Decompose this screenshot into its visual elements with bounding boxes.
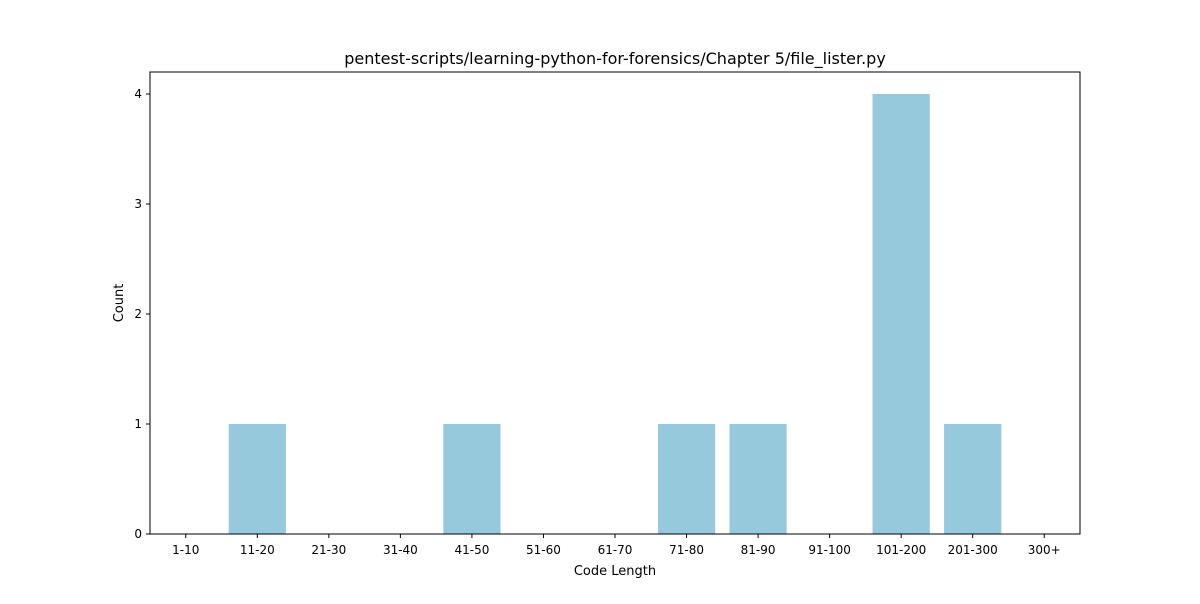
- x-tick-label: 41-50: [454, 543, 489, 557]
- bar-101-200: [872, 94, 930, 534]
- y-axis-ticks: 0 1 2 3 4: [134, 87, 150, 541]
- bar-201-300: [944, 424, 1002, 534]
- x-tick-label: 300+: [1028, 543, 1061, 557]
- bar-71-80: [657, 424, 716, 534]
- x-axis-ticks: 1-10 11-20 21-30 31-40 41-50 51-60 61-70 71-80 8…: [172, 534, 1061, 557]
- bar-41-50: [443, 424, 501, 534]
- bar-11-20: [228, 424, 286, 534]
- y-axis-label: Count: [112, 284, 127, 323]
- y-tick-label: 2: [134, 307, 142, 321]
- x-tick-label: 21-30: [311, 543, 346, 557]
- x-tick-label: 31-40: [383, 543, 418, 557]
- y-tick-label: 0: [134, 527, 142, 541]
- x-tick-label: 71-80: [669, 543, 704, 557]
- chart-title: pentest-scripts/learning-python-for-fore…: [344, 49, 886, 69]
- x-tick-label: 1-10: [172, 543, 199, 557]
- x-tick-label: 81-90: [741, 543, 776, 557]
- plot-frame: [149, 71, 1081, 535]
- x-axis-label: Code Length: [574, 564, 656, 579]
- x-tick-label: 101-200: [876, 543, 926, 557]
- y-tick-label: 4: [134, 87, 142, 101]
- bars-layer: [228, 94, 1002, 534]
- x-tick-label: 201-300: [948, 543, 998, 557]
- x-tick-label: 51-60: [526, 543, 561, 557]
- x-tick-label: 11-20: [240, 543, 275, 557]
- x-tick-label: 91-100: [808, 543, 851, 557]
- y-tick-label: 1: [134, 417, 142, 431]
- y-tick-label: 3: [134, 197, 142, 211]
- x-tick-label: 61-70: [598, 543, 633, 557]
- bar-81-90: [729, 424, 787, 534]
